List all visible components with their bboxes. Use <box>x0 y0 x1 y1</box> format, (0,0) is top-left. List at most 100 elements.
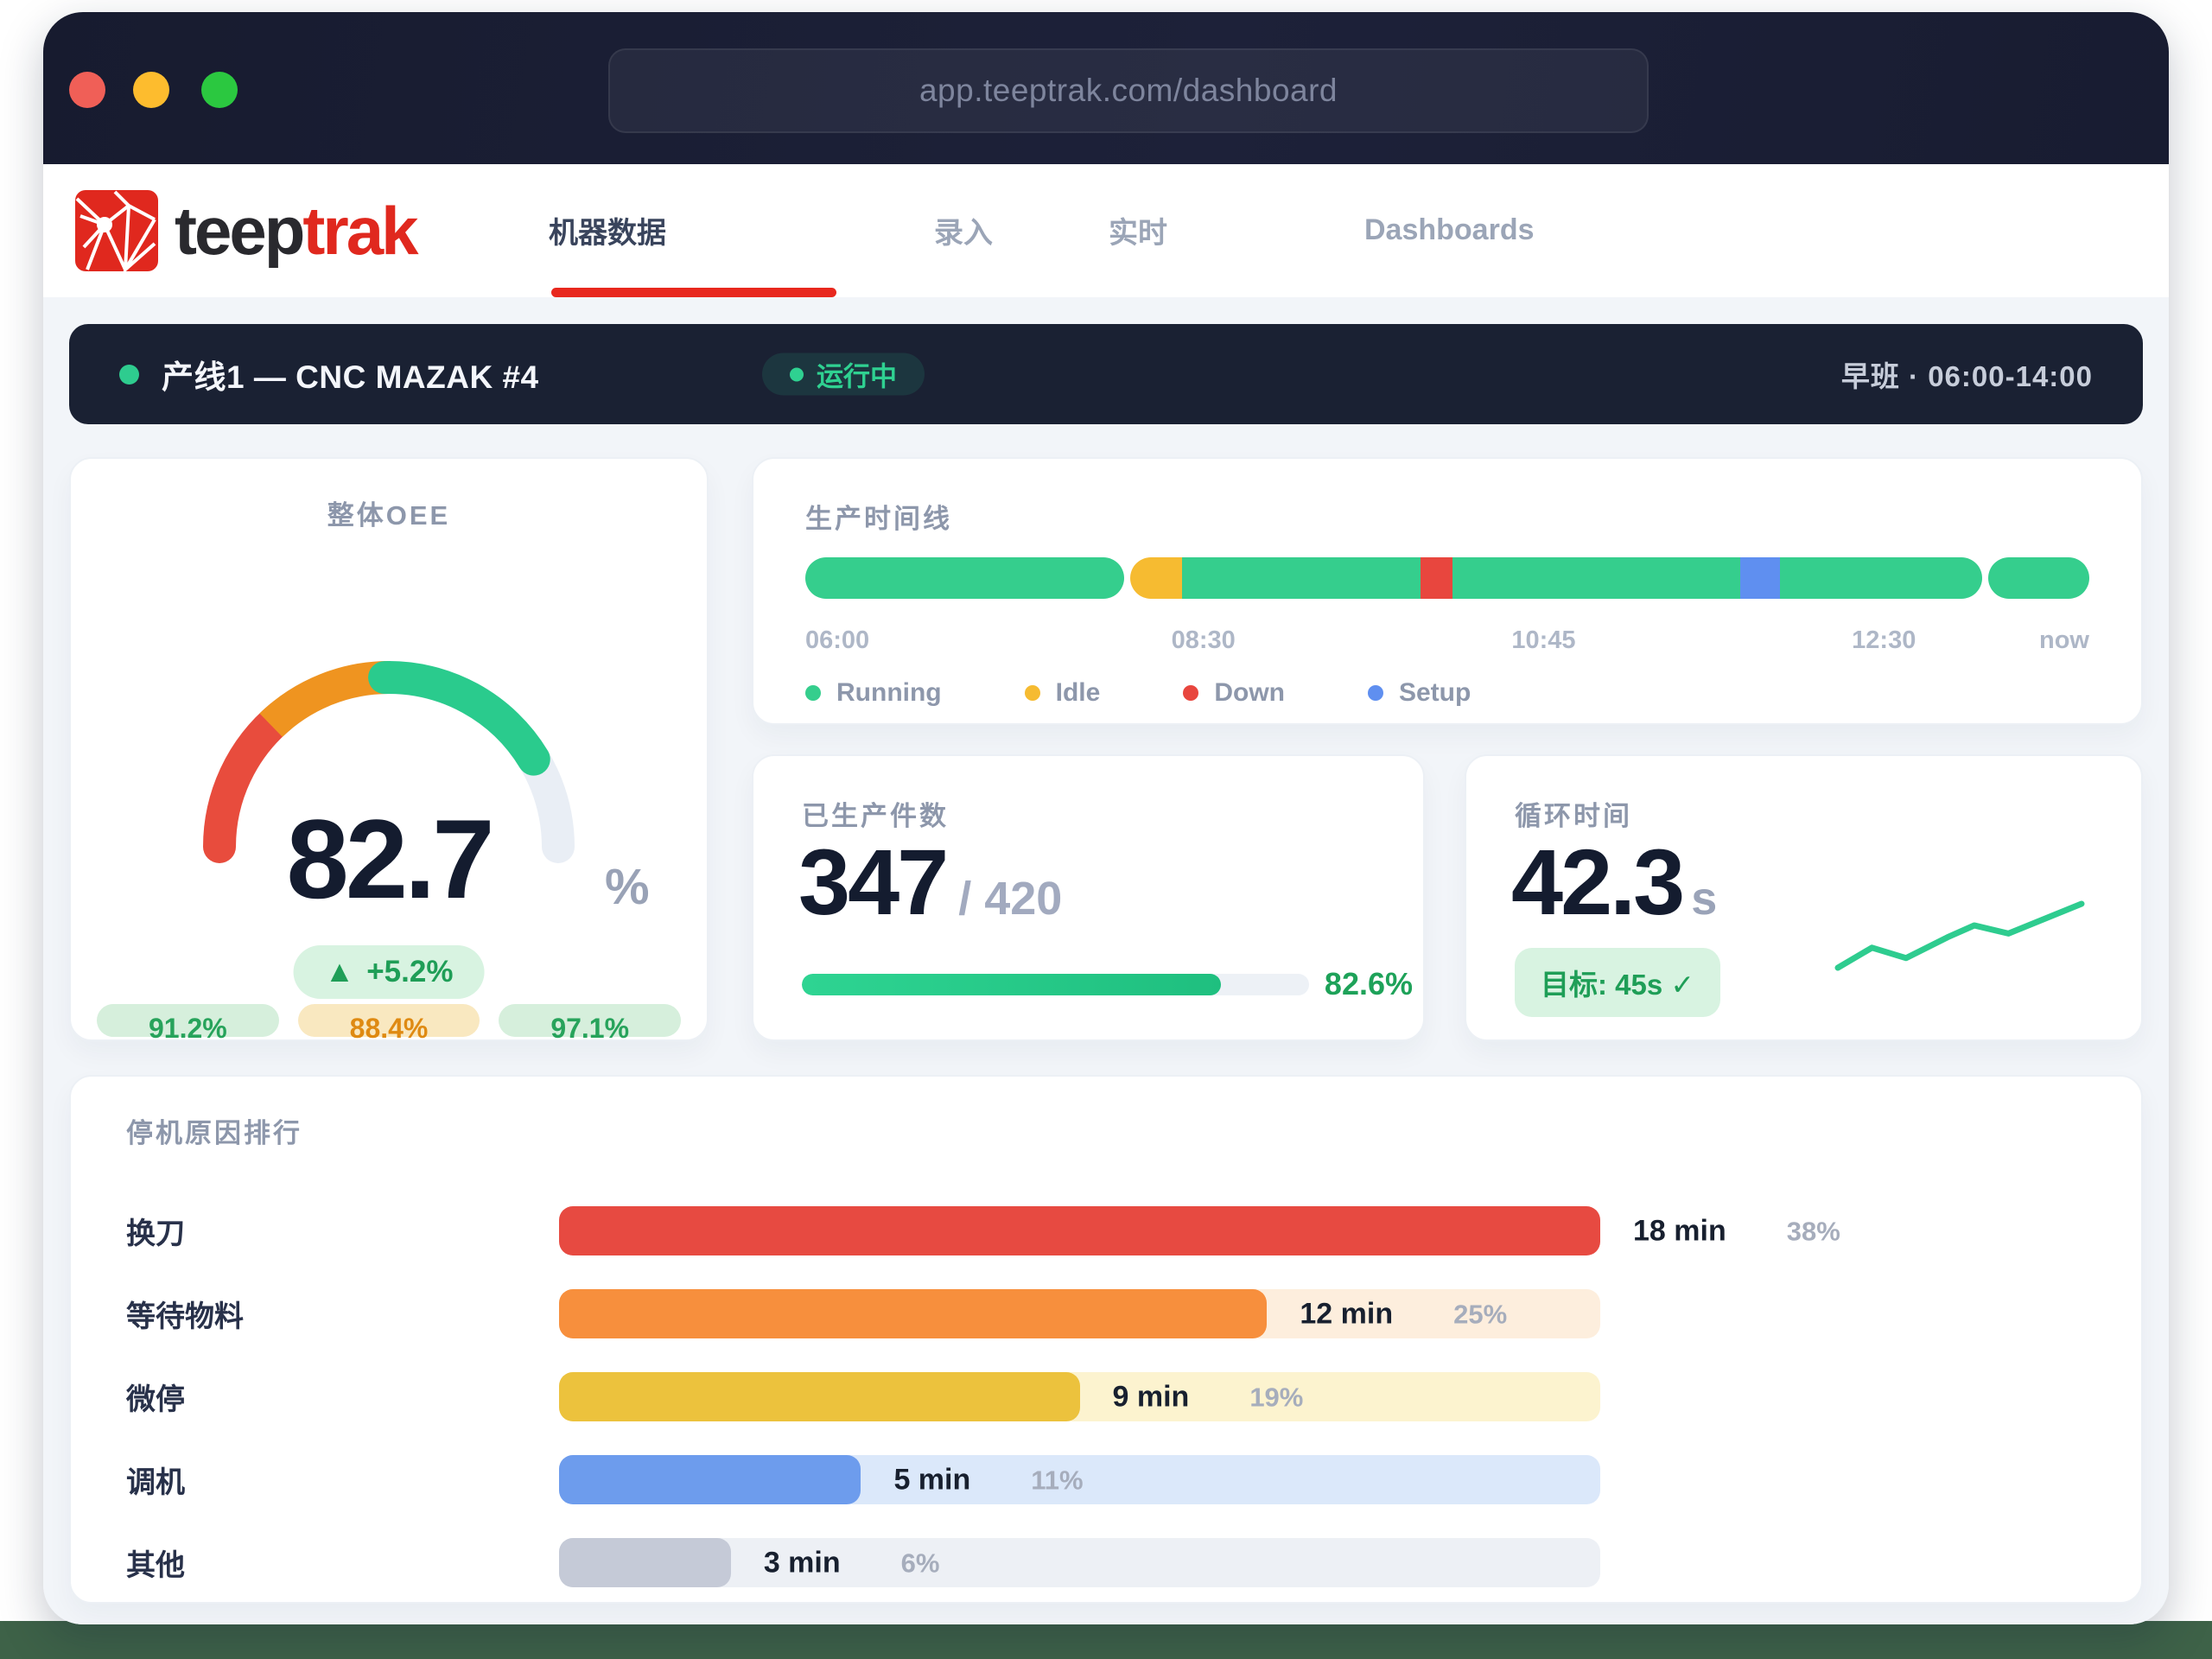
downtime-row: 调机 5 min 11% <box>126 1455 2086 1504</box>
downtime-reason-label: 换刀 <box>126 1217 185 1250</box>
wordmark-trak: trak <box>302 192 418 269</box>
trend-up-icon: ▲ <box>324 955 355 988</box>
downtime-reason-label: 等待物料 <box>126 1300 244 1333</box>
downtime-minutes: 12 min <box>1300 1297 1394 1330</box>
downtime-reasons-card: 停机原因排行 换刀 18 min 38% 等待物料 <box>69 1075 2143 1604</box>
downtime-minutes: 9 min <box>1112 1380 1190 1413</box>
legend-item-down: Down <box>1183 678 1285 708</box>
running-state-label: 运行中 <box>817 361 897 392</box>
timeline-card-title: 生产时间线 <box>805 504 952 534</box>
downtime-percent: 38% <box>1786 1216 1840 1246</box>
cycle-target-badge: 目标: 45s ✓ <box>1515 948 1721 1017</box>
cycle-card-title: 循环时间 <box>1515 801 1632 831</box>
oee-unit: % <box>605 859 650 915</box>
legend-dot-icon <box>805 685 821 701</box>
timeline-time-label: 08:30 <box>1171 626 1236 654</box>
downtime-card-title: 停机原因排行 <box>126 1118 302 1148</box>
production-timeline-card: 生产时间线 06:00 08:30 10:45 12:30 now Running Idl… <box>752 457 2143 725</box>
oee-component-pills: 91.2% 88.4% 97.1% <box>97 1004 682 1044</box>
timeline-time-label: now <box>2039 626 2089 654</box>
tab-machine-data[interactable]: 机器数据 <box>549 216 666 250</box>
legend-label: Idle <box>1055 678 1101 707</box>
legend-label: Down <box>1214 678 1285 707</box>
timeline-segment-setup <box>1739 557 1781 599</box>
oee-value: 82.7 <box>286 796 494 922</box>
downtime-minutes: 3 min <box>763 1546 841 1579</box>
timeline-time-axis: 06:00 08:30 10:45 12:30 now <box>805 626 2089 658</box>
machine-online-dot <box>119 364 139 385</box>
timeline-segment-running <box>1181 557 1421 599</box>
browser-chrome: app.teeptrak.com/dashboard <box>43 12 2169 164</box>
maximize-window-button[interactable] <box>201 72 238 108</box>
timeline-time-label: 06:00 <box>805 626 870 654</box>
downtime-bar-fill <box>559 1206 1600 1255</box>
minimize-window-button[interactable] <box>133 72 169 108</box>
downtime-rows: 换刀 18 min 38% 等待物料 12 min <box>126 1206 2086 1621</box>
oee-delta-badge: ▲ +5.2% <box>293 945 485 999</box>
downtime-bar-track: 18 min 38% <box>559 1206 1840 1255</box>
produced-count: 347 <box>798 830 949 934</box>
oee-quality-value: 97.1% <box>550 1013 630 1044</box>
legend-item-idle: Idle <box>1024 678 1101 708</box>
downtime-percent: 25% <box>1453 1299 1508 1329</box>
downtime-minutes: 18 min <box>1633 1214 1726 1247</box>
downtime-bar-labels: 3 min 6% <box>764 1546 940 1580</box>
downtime-reason-label: 调机 <box>126 1466 185 1499</box>
machine-title: 产线1 — CNC MAZAK #4 <box>162 359 539 395</box>
oee-performance-pill: 88.4% <box>297 1004 480 1044</box>
produced-progress-row: 82.6% <box>802 966 1413 1002</box>
timeline-time-label: 12:30 <box>1852 626 1916 654</box>
timeline-segment-idle <box>1129 557 1182 599</box>
address-bar[interactable]: app.teeptrak.com/dashboard <box>608 48 1649 133</box>
browser-window: app.teeptrak.com/dashboard teep trak 机器数据… <box>43 12 2169 1624</box>
tab-realtime[interactable]: 实时 <box>1109 216 1167 250</box>
cycle-value-row: 42.3 s <box>1511 829 1717 936</box>
downtime-bar-labels: 18 min 38% <box>1633 1214 1840 1248</box>
legend-label: Running <box>836 678 942 707</box>
timeline-time-label: 10:45 <box>1511 626 1576 654</box>
downtime-bar-track: 3 min 6% <box>559 1538 1600 1587</box>
downtime-bar-fill <box>559 1455 861 1504</box>
desktop-background <box>0 1621 2212 1659</box>
downtime-row: 其他 3 min 6% <box>126 1538 2086 1587</box>
legend-item-setup: Setup <box>1367 678 1471 708</box>
downtime-row: 微停 9 min 19% <box>126 1372 2086 1421</box>
downtime-bar-labels: 9 min 19% <box>1113 1380 1304 1414</box>
oee-quality-pill: 97.1% <box>499 1004 682 1044</box>
produced-progress-fill <box>802 973 1221 995</box>
timeline-segment-running <box>1988 557 2089 599</box>
top-navigation: teep trak 机器数据 录入 实时 Dashboards <box>43 164 2169 299</box>
oee-gauge <box>203 661 575 863</box>
timeline-segment-down <box>1420 557 1452 599</box>
legend-label: Setup <box>1398 678 1471 707</box>
oee-card-title: 整体OEE <box>327 500 451 531</box>
tab-entry[interactable]: 录入 <box>934 216 993 250</box>
downtime-reason-label: 其他 <box>126 1549 185 1582</box>
url-text: app.teeptrak.com/dashboard <box>918 73 1338 108</box>
teeptrak-wordmark: teep trak <box>175 164 418 297</box>
downtime-bar-fill <box>559 1538 731 1587</box>
produced-target: / 420 <box>958 873 1063 925</box>
tab-dashboards[interactable]: Dashboards <box>1364 213 1535 246</box>
running-state-badge: 运行中 <box>762 353 925 396</box>
downtime-row: 等待物料 12 min 25% <box>126 1289 2086 1338</box>
close-window-button[interactable] <box>69 72 105 108</box>
timeline-segment-running <box>1780 557 1983 599</box>
oee-performance-value: 88.4% <box>349 1013 429 1044</box>
downtime-bar-labels: 5 min 11% <box>893 1463 1083 1497</box>
dashboard-content: 产线1 — CNC MAZAK #4 运行中 早班 · 06:00-14:00 … <box>43 297 2169 1624</box>
legend-dot-icon <box>1183 685 1199 701</box>
downtime-bar-track: 9 min 19% <box>559 1372 1600 1421</box>
timeline-segment-running <box>805 557 1124 599</box>
cycle-value: 42.3 <box>1511 830 1685 934</box>
cycle-unit: s <box>1691 873 1718 925</box>
produced-progress-track <box>802 973 1309 995</box>
timeline-segment-running <box>1452 557 1740 599</box>
timeline-bar <box>805 557 2089 599</box>
produced-parts-card: 已生产件数 347 / 420 82.6% <box>752 754 1425 1041</box>
downtime-bar-track: 12 min 25% <box>559 1289 1600 1338</box>
oee-availability-value: 91.2% <box>148 1013 227 1044</box>
legend-dot-icon <box>1367 685 1383 701</box>
timeline-legend: Running Idle Down Setup <box>805 678 1471 708</box>
legend-item-running: Running <box>805 678 942 708</box>
